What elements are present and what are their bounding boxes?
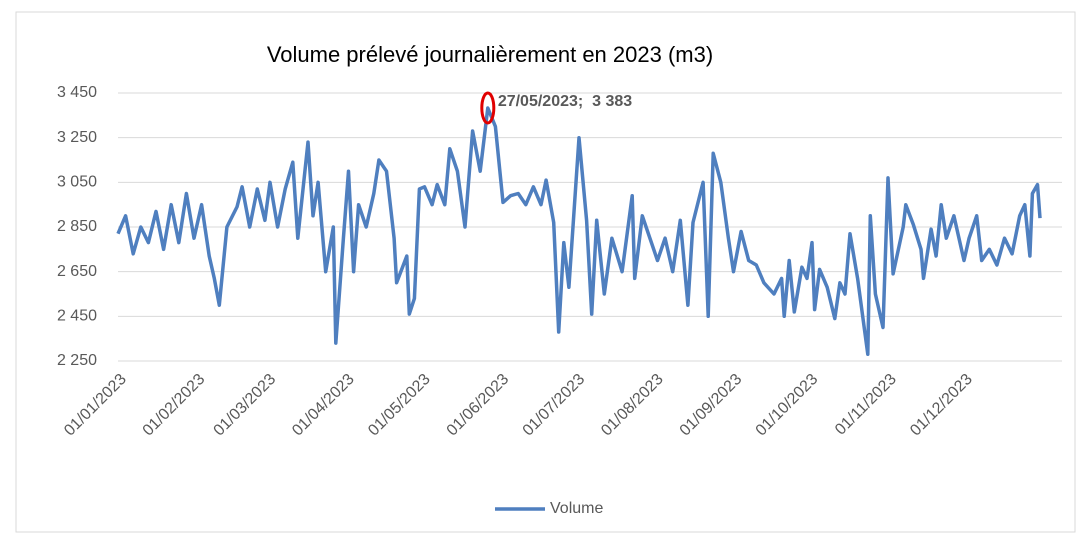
y-tick-label: 2 450 <box>57 308 97 325</box>
y-tick-label: 2 650 <box>57 263 97 280</box>
legend-label: Volume <box>550 500 603 517</box>
y-tick-label: 3 250 <box>57 129 97 146</box>
data-line <box>116 106 1042 357</box>
y-tick-label: 3 450 <box>57 84 97 101</box>
chart-title: Volume prélevé journalièrement en 2023 (… <box>267 42 713 67</box>
annotation-label: 27/05/2023; 3 383 <box>498 93 632 110</box>
y-tick-label: 3 050 <box>57 174 97 191</box>
y-tick-label: 2 250 <box>57 352 97 369</box>
y-tick-label: 2 850 <box>57 218 97 235</box>
annotation-marker <box>480 91 496 125</box>
